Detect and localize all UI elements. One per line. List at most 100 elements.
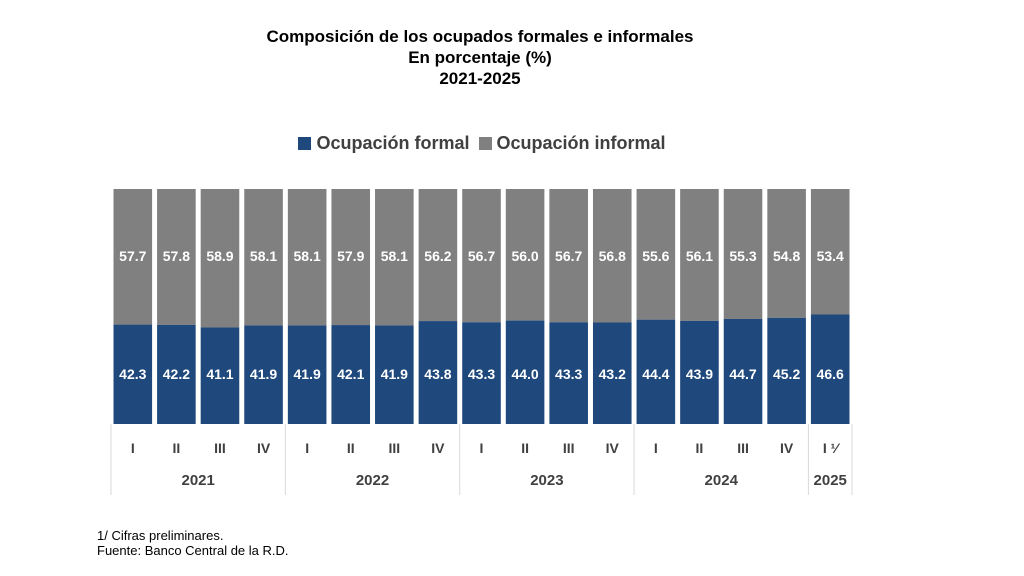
legend: Ocupación formal Ocupación informal bbox=[0, 133, 960, 154]
x-tick-quarter: I bbox=[131, 440, 135, 456]
data-label-formal: 43.3 bbox=[468, 366, 495, 382]
data-label-informal: 58.1 bbox=[381, 248, 408, 264]
bar-formal bbox=[549, 322, 588, 424]
data-label-informal: 56.7 bbox=[555, 248, 582, 264]
bar-formal bbox=[331, 325, 371, 424]
bar-formal bbox=[592, 322, 632, 424]
x-tick-quarter: III bbox=[388, 440, 400, 456]
data-label-informal: 55.6 bbox=[642, 248, 669, 264]
data-label-formal: 42.2 bbox=[163, 366, 190, 382]
data-label-formal: 43.2 bbox=[599, 366, 626, 382]
data-label-formal: 41.1 bbox=[206, 366, 233, 382]
x-tick-quarter: IV bbox=[780, 440, 794, 456]
legend-label-formal: Ocupación formal bbox=[316, 133, 470, 153]
x-tick-quarter: IV bbox=[257, 440, 271, 456]
data-label-formal: 45.2 bbox=[773, 366, 800, 382]
footnotes: 1/ Cifras preliminares. Fuente: Banco Ce… bbox=[97, 528, 289, 558]
bar-formal bbox=[375, 325, 414, 424]
data-label-informal: 55.3 bbox=[729, 248, 756, 264]
data-label-formal: 44.7 bbox=[729, 366, 756, 382]
bar-formal bbox=[680, 320, 719, 424]
data-label-formal: 41.9 bbox=[250, 366, 277, 382]
x-tick-quarter: III bbox=[214, 440, 226, 456]
bar-informal bbox=[157, 189, 196, 325]
bar-informal bbox=[810, 189, 850, 315]
x-tick-year: 2024 bbox=[705, 472, 739, 489]
legend-swatch-formal bbox=[298, 137, 312, 150]
data-label-informal: 56.2 bbox=[424, 248, 451, 264]
bar-informal bbox=[680, 189, 719, 321]
data-label-formal: 43.9 bbox=[686, 366, 713, 382]
data-label-informal: 58.1 bbox=[294, 248, 321, 264]
legend-label-informal: Ocupación informal bbox=[496, 133, 666, 153]
data-label-formal: 46.6 bbox=[817, 366, 844, 382]
data-label-formal: 42.3 bbox=[119, 366, 146, 382]
bar-informal bbox=[636, 189, 676, 320]
data-label-informal: 58.1 bbox=[250, 248, 277, 264]
x-tick-quarter: IV bbox=[431, 440, 445, 456]
bar-formal bbox=[157, 324, 196, 424]
data-label-formal: 43.8 bbox=[424, 366, 451, 382]
bar-formal bbox=[810, 314, 850, 424]
data-label-informal: 56.7 bbox=[468, 248, 495, 264]
x-tick-quarter: III bbox=[737, 440, 749, 456]
data-label-formal: 41.9 bbox=[381, 366, 408, 382]
bar-informal bbox=[200, 189, 240, 328]
bar-formal bbox=[200, 327, 240, 424]
bar-informal bbox=[244, 189, 283, 326]
x-tick-quarter: II bbox=[172, 440, 180, 456]
data-label-formal: 41.9 bbox=[294, 366, 321, 382]
x-tick-year: 2025 bbox=[814, 472, 847, 489]
bar-informal bbox=[462, 189, 501, 323]
x-tick-year: 2023 bbox=[530, 472, 563, 489]
data-label-informal: 54.8 bbox=[773, 248, 800, 264]
x-tick-quarter: I bbox=[305, 440, 309, 456]
bar-formal bbox=[723, 318, 763, 424]
data-label-informal: 53.4 bbox=[817, 248, 844, 264]
bar-informal bbox=[287, 189, 327, 326]
x-tick-quarter: II bbox=[696, 440, 704, 456]
x-tick-quarter: II bbox=[347, 440, 355, 456]
bar-formal bbox=[767, 317, 806, 424]
bar-informal bbox=[331, 189, 371, 326]
bar-formal bbox=[462, 322, 501, 424]
footnote-source: Fuente: Banco Central de la R.D. bbox=[97, 543, 289, 558]
data-label-formal: 43.3 bbox=[555, 366, 582, 382]
bar-informal bbox=[375, 189, 414, 326]
data-label-informal: 58.9 bbox=[206, 248, 233, 264]
x-tick-quarter: I ¹⁄ bbox=[823, 440, 840, 456]
bar-formal bbox=[505, 320, 545, 424]
bar-formal bbox=[113, 324, 153, 424]
bar-formal bbox=[287, 325, 327, 424]
bar-informal bbox=[505, 189, 545, 321]
legend-swatch-informal bbox=[478, 137, 492, 150]
chart-subtitle: En porcentaje (%) bbox=[408, 48, 552, 67]
chart-title: Composición de los ocupados formales e i… bbox=[266, 27, 694, 46]
data-label-informal: 56.0 bbox=[511, 248, 538, 264]
x-tick-year: 2021 bbox=[181, 472, 214, 489]
x-tick-quarter: I bbox=[480, 440, 484, 456]
x-tick-quarter: IV bbox=[606, 440, 620, 456]
data-label-informal: 57.7 bbox=[119, 248, 146, 264]
bar-informal bbox=[113, 189, 153, 325]
bar-formal bbox=[636, 319, 676, 424]
x-tick-quarter: III bbox=[563, 440, 575, 456]
bar-informal bbox=[549, 189, 588, 323]
data-label-informal: 56.1 bbox=[686, 248, 713, 264]
bar-formal bbox=[418, 321, 458, 424]
bar-informal bbox=[418, 189, 458, 322]
x-tick-year: 2022 bbox=[356, 472, 389, 489]
bar-informal bbox=[767, 189, 806, 318]
data-label-formal: 44.0 bbox=[511, 366, 538, 382]
data-label-formal: 44.4 bbox=[642, 366, 669, 382]
bar-informal bbox=[592, 189, 632, 323]
data-label-informal: 57.9 bbox=[337, 248, 364, 264]
footnote-preliminary: 1/ Cifras preliminares. bbox=[97, 528, 224, 543]
x-tick-quarter: II bbox=[521, 440, 529, 456]
data-label-informal: 57.8 bbox=[163, 248, 190, 264]
chart-period: 2021-2025 bbox=[439, 69, 521, 88]
data-label-formal: 42.1 bbox=[337, 366, 364, 382]
data-label-informal: 56.8 bbox=[599, 248, 626, 264]
x-tick-quarter: I bbox=[654, 440, 658, 456]
